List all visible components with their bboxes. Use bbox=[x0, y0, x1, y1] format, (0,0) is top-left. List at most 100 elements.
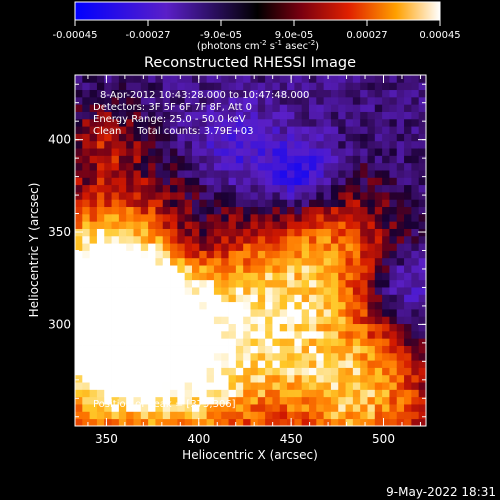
heatmap-cell bbox=[148, 213, 156, 222]
heatmap-cell bbox=[316, 345, 325, 354]
heatmap-cell bbox=[382, 323, 390, 332]
heatmap-cell bbox=[404, 272, 412, 281]
heatmap-cell bbox=[221, 228, 229, 237]
heatmap-cell bbox=[89, 140, 98, 149]
heatmap-cell bbox=[287, 272, 295, 281]
heatmap-cell bbox=[352, 382, 361, 390]
heatmap-cell bbox=[126, 345, 134, 354]
heatmap-cell bbox=[323, 287, 332, 295]
heatmap-cell bbox=[177, 111, 186, 120]
heatmap-cell bbox=[272, 294, 281, 303]
heatmap-cell bbox=[243, 272, 251, 281]
heatmap-cell bbox=[382, 140, 390, 149]
heatmap-cell bbox=[265, 287, 273, 295]
heatmap-cell bbox=[243, 206, 251, 215]
heatmap-cell bbox=[243, 75, 251, 83]
heatmap-cell bbox=[235, 272, 244, 281]
heatmap-cell bbox=[140, 309, 149, 317]
heatmap-cell bbox=[330, 126, 339, 134]
heatmap-cell bbox=[316, 75, 325, 83]
heatmap-cell bbox=[411, 360, 420, 368]
heatmap-cell bbox=[162, 243, 171, 251]
heatmap-cell bbox=[352, 118, 361, 127]
heatmap-cell bbox=[206, 213, 215, 222]
heatmap-cell bbox=[250, 389, 259, 398]
heatmap-cell bbox=[374, 301, 383, 310]
heatmap-cell bbox=[374, 418, 383, 426]
heatmap-cell bbox=[235, 352, 244, 361]
heatmap-cell bbox=[206, 104, 215, 112]
heatmap-cell bbox=[374, 272, 383, 281]
heatmap-cell bbox=[330, 316, 339, 325]
heatmap-cell bbox=[330, 345, 339, 354]
heatmap-cell bbox=[330, 118, 339, 127]
heatmap-cell bbox=[301, 411, 310, 420]
heatmap-cell bbox=[345, 235, 354, 244]
heatmap-cell bbox=[228, 199, 237, 208]
heatmap-cell bbox=[367, 396, 376, 405]
heatmap-cell bbox=[257, 382, 266, 390]
heatmap-cell bbox=[338, 96, 346, 105]
heatmap-cell bbox=[170, 316, 178, 325]
heatmap-cell bbox=[89, 382, 98, 390]
heatmap-cell bbox=[279, 221, 288, 229]
heatmap-cell bbox=[287, 382, 295, 390]
heatmap-cell bbox=[272, 192, 281, 200]
heatmap-cell bbox=[89, 82, 98, 91]
heatmap-cell bbox=[352, 411, 361, 420]
heatmap-cell bbox=[96, 155, 105, 164]
heatmap-cell bbox=[111, 287, 120, 295]
heatmap-cell bbox=[330, 257, 339, 266]
heatmap-cell bbox=[338, 396, 346, 405]
heatmap-cell bbox=[345, 111, 354, 120]
heatmap-cell bbox=[96, 199, 105, 208]
heatmap-cell bbox=[118, 206, 127, 215]
heatmap-cell bbox=[338, 287, 346, 295]
heatmap-cell bbox=[265, 404, 273, 412]
heatmap-cell bbox=[272, 352, 281, 361]
heatmap-cell bbox=[243, 170, 251, 178]
heatmap-cell bbox=[192, 309, 200, 317]
heatmap-cell bbox=[162, 228, 171, 237]
heatmap-cell bbox=[140, 338, 149, 346]
heatmap-cell bbox=[126, 221, 134, 229]
heatmap-cell bbox=[250, 257, 259, 266]
heatmap-cell bbox=[374, 206, 383, 215]
heatmap-cell bbox=[272, 345, 281, 354]
heatmap-cell bbox=[126, 404, 134, 412]
heatmap-cell bbox=[111, 104, 120, 112]
heatmap-cell bbox=[118, 360, 127, 368]
heatmap-cell bbox=[272, 287, 281, 295]
heatmap-cell bbox=[75, 367, 83, 376]
heatmap-cell bbox=[235, 360, 244, 368]
heatmap-cell bbox=[330, 396, 339, 405]
heatmap-cell bbox=[111, 133, 120, 142]
heatmap-cell bbox=[309, 133, 317, 142]
heatmap-cell bbox=[330, 155, 339, 164]
heatmap-cell bbox=[148, 192, 156, 200]
heatmap-cell bbox=[155, 301, 164, 310]
heatmap-cell bbox=[374, 279, 383, 288]
heatmap-cell bbox=[294, 140, 303, 149]
heatmap-cell bbox=[184, 250, 193, 259]
heatmap-cell bbox=[192, 75, 200, 83]
heatmap-cell bbox=[155, 265, 164, 273]
heatmap-cell bbox=[404, 404, 412, 412]
heatmap-cell bbox=[96, 243, 105, 251]
heatmap-cell bbox=[170, 184, 178, 193]
heatmap-cell bbox=[82, 206, 91, 215]
heatmap-cell bbox=[330, 192, 339, 200]
heatmap-cell bbox=[294, 82, 303, 91]
heatmap-cell bbox=[352, 404, 361, 412]
heatmap-cell bbox=[323, 265, 332, 273]
heatmap-cell bbox=[96, 170, 105, 178]
heatmap-cell bbox=[265, 170, 273, 178]
heatmap-cell bbox=[133, 75, 142, 83]
heatmap-cell bbox=[162, 250, 171, 259]
heatmap-cell bbox=[345, 199, 354, 208]
heatmap-cell bbox=[411, 301, 420, 310]
heatmap-cell bbox=[243, 235, 251, 244]
heatmap-cell bbox=[367, 177, 376, 186]
heatmap-cell bbox=[279, 243, 288, 251]
heatmap-cell bbox=[199, 330, 208, 339]
